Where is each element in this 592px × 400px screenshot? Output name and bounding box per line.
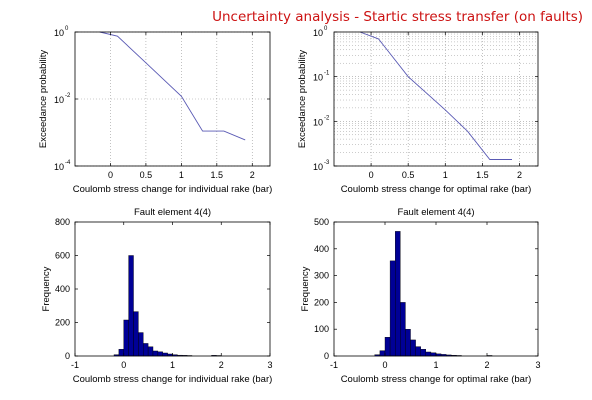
histogram-bar	[415, 346, 421, 357]
y-tick-label-exponent: -1	[324, 71, 330, 77]
grid	[334, 31, 538, 167]
y-tick-label: 300	[314, 271, 329, 281]
histogram-bar	[118, 349, 124, 357]
x-tick-label: 0	[369, 170, 374, 180]
x-tick-label: 3	[267, 360, 272, 370]
y-tick-label: 0	[65, 351, 70, 361]
x-tick-label: 1	[433, 360, 438, 370]
y-tick-label: 500	[314, 217, 329, 227]
x-tick-label: 3	[535, 360, 540, 370]
x-tick-label: 2	[517, 170, 522, 180]
y-tick-label-base: 10	[54, 28, 64, 38]
x-tick-label: -1	[71, 360, 79, 370]
y-axis-label: Exceedance probability	[297, 50, 308, 148]
x-tick-label: 2	[219, 360, 224, 370]
y-tick-label: 400	[314, 244, 329, 254]
x-axis-label: Coulomb stress change for optimal rake (…	[341, 184, 532, 195]
y-tick-label: 200	[55, 318, 70, 328]
y-tick-label: 600	[55, 251, 70, 261]
x-axis-label: Coulomb stress change for optimal rake (…	[341, 374, 532, 385]
histogram-bar	[379, 350, 386, 357]
histogram-bar	[395, 231, 401, 357]
histogram-bar	[133, 311, 139, 357]
exceedance-series-line	[359, 31, 512, 160]
x-tick-label: 0.5	[402, 170, 415, 180]
x-tick-label: 0	[121, 360, 126, 370]
y-tick-label-exponent: -2	[65, 93, 71, 99]
axes-frame	[333, 31, 539, 167]
y-tick-label-base: 10	[54, 95, 64, 105]
histogram-bar	[143, 343, 149, 357]
histogram-bar	[400, 302, 406, 357]
histogram-bar	[157, 351, 163, 357]
x-tick-label: 2	[484, 360, 489, 370]
subplot-title: Fault element 4(4)	[397, 207, 474, 218]
histogram-bar	[389, 260, 396, 357]
y-axis-label: Exceedance probability	[38, 50, 49, 148]
histogram-bar	[410, 339, 416, 357]
y-tick-label: 0	[324, 351, 329, 361]
plot-area	[334, 222, 538, 356]
y-tick-label: 400	[55, 284, 70, 294]
histogram-bar	[425, 351, 432, 357]
y-tick-label: 200	[314, 297, 329, 307]
y-tick-label-exponent: 0	[65, 26, 69, 32]
histogram-bar	[138, 332, 144, 357]
exceedance-series-line	[99, 31, 246, 141]
histogram-bar	[405, 329, 411, 357]
plot-area	[75, 222, 270, 356]
y-tick-label: 100	[314, 324, 329, 334]
x-tick-label: 0	[382, 360, 387, 370]
x-tick-label: 2	[250, 170, 255, 180]
figure-title: Uncertainty analysis - Startic stress tr…	[212, 9, 583, 25]
y-tick-label-exponent: -3	[324, 160, 330, 166]
y-axis-label: Frequency	[300, 266, 311, 311]
x-tick-label: -1	[330, 360, 338, 370]
plot-area	[334, 32, 538, 166]
y-tick-label-exponent: -4	[65, 160, 71, 166]
y-tick-label-exponent: 0	[324, 26, 328, 32]
x-tick-label: 1	[170, 360, 175, 370]
y-axis-label: Frequency	[41, 266, 52, 311]
histogram-bar	[420, 349, 427, 357]
histogram-bar	[128, 255, 134, 357]
x-tick-label: 1.5	[476, 170, 489, 180]
x-tick-label: 1.5	[211, 170, 224, 180]
y-tick-label-exponent: -2	[324, 115, 330, 121]
x-axis-label: Coulomb stress change for individual rak…	[73, 184, 273, 195]
histogram-bar	[384, 337, 391, 357]
histogram-bar	[430, 352, 437, 357]
x-tick-label: 0	[108, 170, 113, 180]
x-tick-label: 1	[443, 170, 448, 180]
y-tick-label-base: 10	[313, 117, 323, 127]
x-tick-label: 0.5	[140, 170, 153, 180]
histogram-bar	[123, 319, 129, 357]
y-tick-label-base: 10	[313, 73, 323, 83]
subplot-title: Fault element 4(4)	[134, 207, 211, 218]
y-tick-label-base: 10	[54, 162, 64, 172]
x-axis-label: Coulomb stress change for individual rak…	[73, 374, 273, 385]
y-tick-label-base: 10	[313, 28, 323, 38]
histogram-bar	[162, 352, 168, 357]
histogram-bar	[152, 350, 159, 357]
x-tick-label: 1	[179, 170, 184, 180]
y-tick-label: 800	[55, 217, 70, 227]
y-tick-label-base: 10	[313, 162, 323, 172]
histogram-bar	[147, 346, 154, 357]
